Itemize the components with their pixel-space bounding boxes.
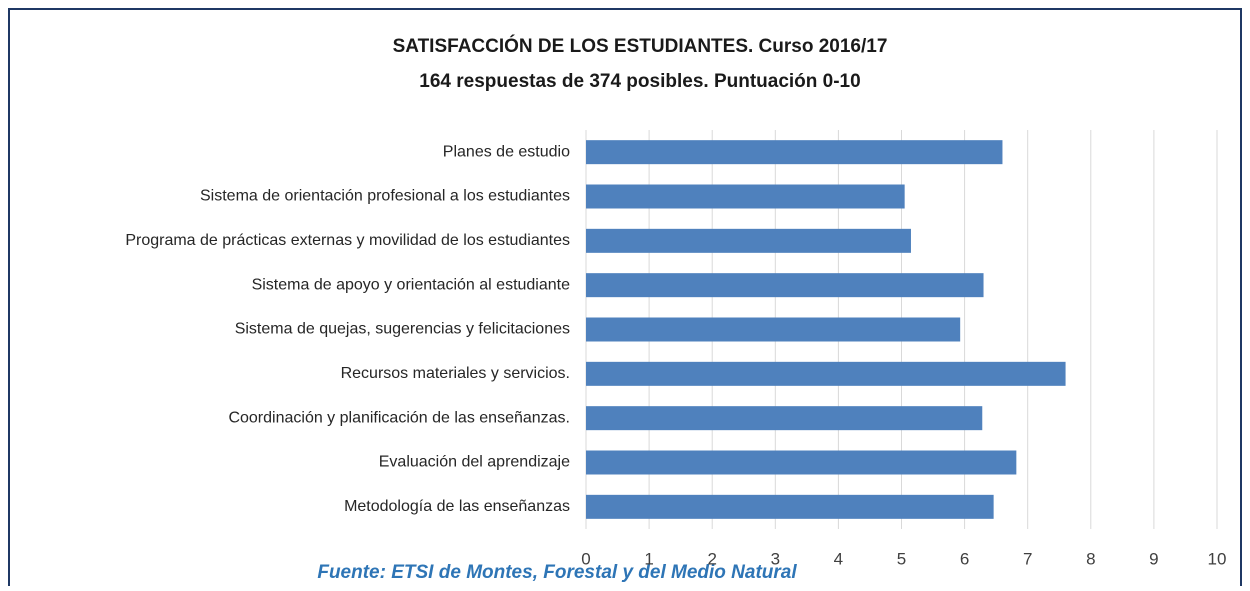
x-tick-label: 6 — [960, 549, 969, 568]
y-tick-label: Sistema de apoyo y orientación al estudi… — [252, 276, 571, 293]
bar — [586, 228, 911, 253]
x-tick-label: 1 — [644, 549, 653, 568]
source-note: Fuente: ETSI de Montes, Forestal y del M… — [317, 562, 797, 583]
bar — [586, 406, 983, 431]
x-tick-label: 0 — [581, 549, 590, 568]
y-tick-label: Sistema de orientación profesional a los… — [200, 188, 570, 205]
bar — [586, 450, 1017, 475]
y-tick-label: Sistema de quejas, sugerencias y felicit… — [235, 321, 570, 338]
bar — [586, 184, 905, 209]
x-tick-label: 7 — [1023, 549, 1032, 568]
x-tick-label: 9 — [1149, 549, 1158, 568]
chart-title: SATISFACCIÓN DE LOS ESTUDIANTES. Curso 2… — [393, 35, 888, 57]
x-tick-label: 4 — [834, 549, 843, 568]
bar — [586, 140, 1003, 165]
chart-subtitle: 164 respuestas de 374 posibles. Puntuaci… — [419, 71, 860, 92]
x-tick-label: 10 — [1208, 549, 1227, 568]
bar — [586, 494, 994, 519]
x-tick-label: 3 — [771, 549, 780, 568]
bar — [586, 273, 984, 298]
x-tick-label: 2 — [707, 549, 716, 568]
y-tick-label: Metodología de las enseñanzas — [344, 498, 570, 515]
y-tick-label: Recursos materiales y servicios. — [341, 365, 570, 382]
y-tick-label: Coordinación y planificación de las ense… — [228, 409, 570, 426]
bar — [586, 317, 961, 342]
y-tick-label: Programa de prácticas externas y movilid… — [125, 232, 570, 249]
frame — [8, 8, 1242, 591]
x-tick-label: 5 — [897, 549, 906, 568]
y-tick-label: Planes de estudio — [443, 143, 570, 160]
x-tick-label: 8 — [1086, 549, 1095, 568]
y-tick-label: Evaluación del aprendizaje — [379, 454, 570, 471]
bar — [586, 361, 1066, 386]
